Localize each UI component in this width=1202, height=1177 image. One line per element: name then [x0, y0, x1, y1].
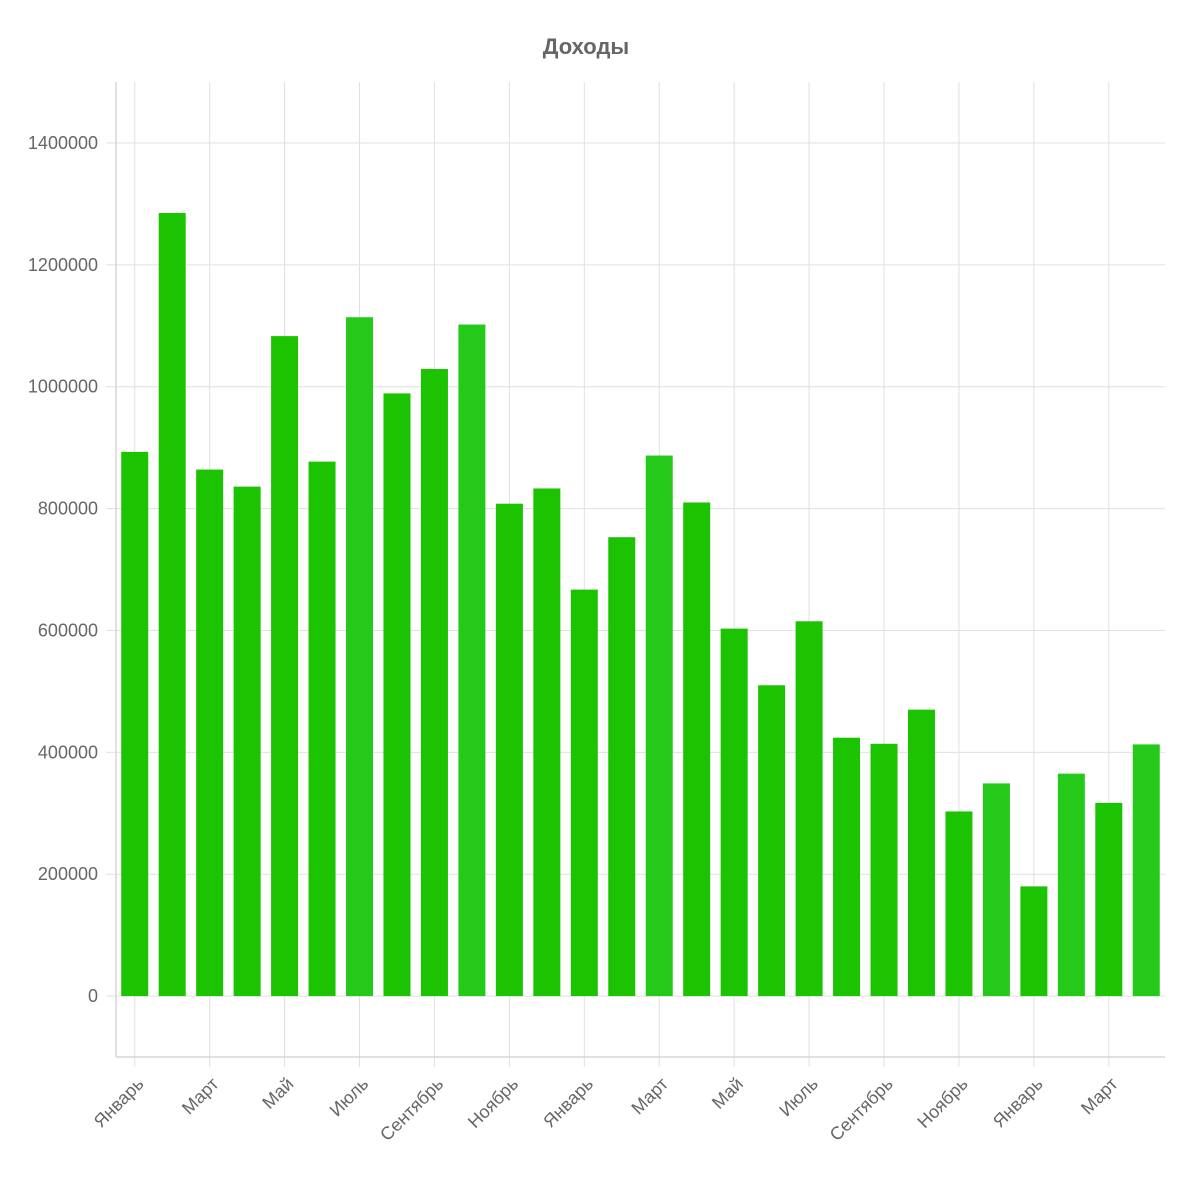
- y-tick-label: 800000: [38, 499, 98, 519]
- bar: [645, 455, 673, 997]
- x-tick-label: Январь: [989, 1074, 1047, 1132]
- x-tick-label: Март: [178, 1074, 223, 1119]
- axes: [115, 82, 1165, 1058]
- bar: [720, 628, 748, 997]
- bar: [271, 336, 299, 997]
- bar: [982, 783, 1010, 997]
- bar: [945, 811, 973, 997]
- y-tick-label: 200000: [38, 864, 98, 884]
- x-tick-label: Май: [708, 1074, 747, 1113]
- bar: [533, 488, 561, 997]
- bar: [570, 589, 598, 997]
- bars: [121, 213, 1160, 997]
- x-tick-label: Март: [1077, 1074, 1122, 1119]
- x-axis-tick-labels: Январь Март Май Июль Сентябрь Ноябрь Январь Мар…: [90, 1074, 1122, 1145]
- bar: [308, 461, 336, 997]
- x-tick-label: Июль: [326, 1074, 373, 1121]
- bar: [495, 503, 523, 997]
- y-tick-label: 0: [88, 986, 98, 1006]
- bar: [158, 213, 186, 997]
- x-tick-label: Сентябрь: [376, 1074, 447, 1145]
- bar: [420, 369, 448, 997]
- bar: [1095, 802, 1123, 997]
- x-tick-label: Январь: [539, 1074, 597, 1132]
- bar: [907, 709, 935, 997]
- bar: [795, 621, 823, 997]
- bar: [1057, 773, 1085, 997]
- bar: [233, 486, 261, 997]
- bar: [383, 393, 411, 997]
- y-tick-label: 1000000: [28, 377, 98, 397]
- bar: [683, 502, 711, 997]
- bar: [346, 317, 374, 997]
- bar: [870, 743, 898, 997]
- x-tick-label: Июль: [775, 1074, 822, 1121]
- bar: [196, 469, 224, 997]
- y-tick-label: 400000: [38, 742, 98, 762]
- y-tick-label: 1400000: [28, 133, 98, 153]
- bar: [458, 324, 486, 997]
- bar: [1020, 886, 1048, 997]
- x-tick-label: Ноябрь: [913, 1074, 971, 1132]
- bar: [1132, 744, 1160, 997]
- chart-title: Доходы: [543, 34, 629, 59]
- y-axis-tick-labels: 0 200000 400000 600000 800000 1000000 1200000 1…: [28, 133, 98, 1006]
- x-tick-label: Май: [258, 1074, 297, 1113]
- bar: [758, 685, 786, 997]
- x-tick-label: Январь: [90, 1074, 148, 1132]
- x-tick-label: Март: [627, 1074, 672, 1119]
- bar: [608, 537, 636, 997]
- bar: [121, 451, 149, 997]
- y-tick-label: 600000: [38, 620, 98, 640]
- y-tick-label: 1200000: [28, 255, 98, 275]
- x-tick-label: Ноябрь: [464, 1074, 522, 1132]
- x-tick-label: Сентябрь: [826, 1074, 897, 1145]
- bar: [833, 737, 861, 997]
